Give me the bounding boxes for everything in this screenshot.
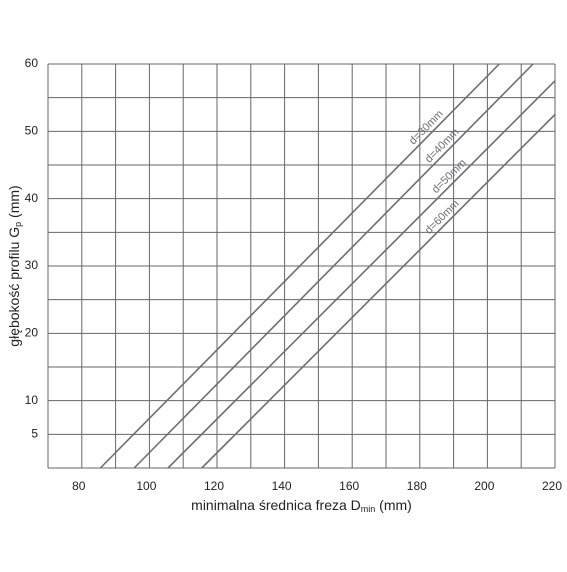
label-unit: (mm) xyxy=(375,497,412,513)
label-sub: min xyxy=(361,504,376,514)
data-line xyxy=(133,63,534,469)
label-text: minimalna średnica freza D xyxy=(191,497,361,513)
data-line xyxy=(201,113,556,469)
label-unit: (mm) xyxy=(6,185,22,222)
x-axis-label: minimalna średnica freza Dmin (mm) xyxy=(191,497,412,515)
y-tick-label: 60 xyxy=(25,56,39,70)
label-text: głębokość profilu G xyxy=(6,227,22,347)
x-tick-label: 180 xyxy=(407,479,427,493)
y-tick-label: 20 xyxy=(25,326,39,340)
y-tick-label: 10 xyxy=(25,393,39,407)
x-tick-label: 120 xyxy=(204,479,224,493)
line-label: d=60mm xyxy=(423,198,462,237)
x-tick-label: 200 xyxy=(474,479,494,493)
y-tick-label: 50 xyxy=(25,124,39,138)
y-tick-label: 5 xyxy=(31,427,38,441)
x-tick-label: 80 xyxy=(72,479,86,493)
y-axis-label: głębokość profilu Gp (mm) xyxy=(6,185,24,346)
data-line xyxy=(99,63,500,469)
x-tick-label: 140 xyxy=(272,479,292,493)
x-tick-label: 160 xyxy=(339,479,359,493)
y-tick-label: 40 xyxy=(25,191,39,205)
label-sub: p xyxy=(13,222,23,227)
x-tick-label: 100 xyxy=(136,479,156,493)
x-tick-label: 220 xyxy=(542,479,562,493)
y-tick-label: 30 xyxy=(25,258,39,272)
data-line xyxy=(167,80,556,469)
